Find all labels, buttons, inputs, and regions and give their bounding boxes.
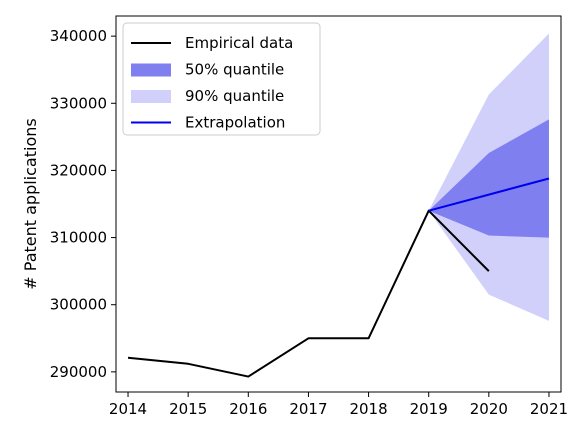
y-tick-label: 310000 [50, 229, 107, 247]
series-lines [127, 177, 550, 378]
x-tick-label: 2014 [109, 400, 147, 418]
x-tick-label: 2020 [470, 400, 508, 418]
x-tick-label: 2018 [349, 400, 387, 418]
x-tick-label: 2021 [530, 400, 568, 418]
y-axis-label: # Patent applications [21, 118, 40, 289]
x-tick-label: 2015 [169, 400, 207, 418]
y-tick-label: 300000 [50, 296, 107, 314]
y-tick-label: 340000 [50, 27, 107, 45]
y-tick-label: 330000 [50, 94, 107, 112]
legend-label-extrapolation: Extrapolation [185, 114, 285, 132]
y-tick-label: 320000 [50, 161, 107, 179]
x-tick-label: 2019 [410, 400, 448, 418]
quantile-bands [428, 33, 549, 321]
legend-label-empirical-data: Empirical data [185, 34, 293, 52]
y-axis: 290000 300000 310000 320000 330000 340000 [50, 27, 116, 381]
legend: Empirical data 50% quantile 90% quantile Ex… [122, 22, 321, 136]
x-tick-label: 2017 [289, 400, 327, 418]
legend-swatch-90-quantile [131, 90, 171, 103]
legend-label-50-quantile: 50% quantile [185, 61, 284, 79]
band-50-quantile [428, 119, 549, 238]
legend-label-90-quantile: 90% quantile [185, 87, 284, 105]
legend-box [122, 22, 321, 136]
x-axis: 2014 2015 2016 2017 2018 2019 2020 2021 [109, 392, 568, 418]
line-empirical-data [127, 209, 490, 378]
x-tick-label: 2016 [229, 400, 267, 418]
legend-swatch-50-quantile [131, 63, 171, 77]
y-tick-label: 290000 [50, 363, 107, 381]
plot-frame [115, 15, 562, 393]
line-extrapolation [428, 177, 550, 212]
